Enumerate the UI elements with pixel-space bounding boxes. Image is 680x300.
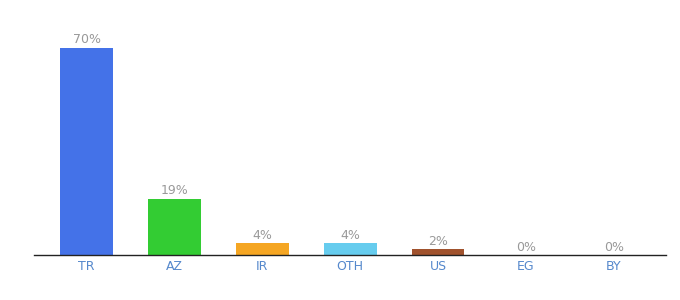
Bar (411, 249, 464, 255)
Text: 4%: 4% (252, 229, 272, 242)
Bar (324, 243, 377, 255)
Text: 0%: 0% (516, 241, 536, 254)
Bar (236, 243, 289, 255)
Bar (61, 48, 113, 255)
Text: 0%: 0% (604, 241, 624, 254)
Bar (148, 199, 201, 255)
Text: 2%: 2% (428, 235, 448, 248)
Text: 70%: 70% (73, 33, 101, 46)
Text: 4%: 4% (340, 229, 360, 242)
Text: 19%: 19% (160, 184, 188, 197)
